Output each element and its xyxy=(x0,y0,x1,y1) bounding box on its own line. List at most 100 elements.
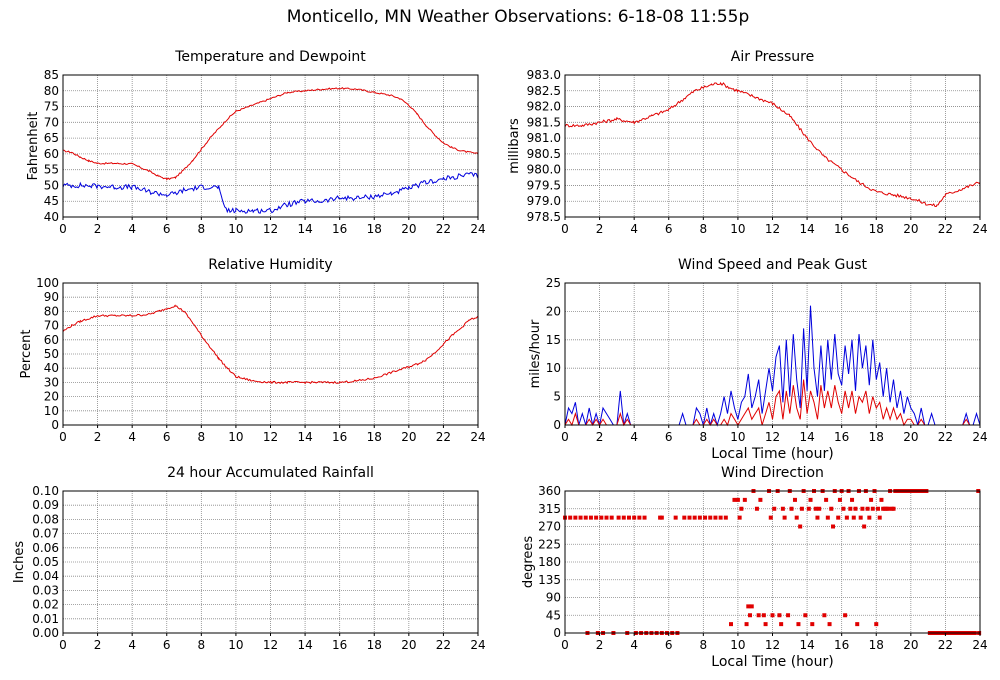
data-point xyxy=(862,524,867,529)
y-tick-label: 0.03 xyxy=(32,583,59,597)
y-tick-label: 40 xyxy=(44,361,59,375)
x-tick-label: 6 xyxy=(665,430,673,444)
data-point xyxy=(756,613,761,618)
data-point xyxy=(860,506,865,511)
data-point xyxy=(874,622,879,627)
x-tick-label: 18 xyxy=(367,430,382,444)
y-tick-label: 315 xyxy=(538,502,561,516)
x-tick-label: 12 xyxy=(765,430,780,444)
data-point xyxy=(616,515,621,520)
data-point xyxy=(632,515,637,520)
y-tick-label: 0.08 xyxy=(32,512,59,526)
x-tick-label: 22 xyxy=(436,222,451,236)
data-point xyxy=(786,613,791,618)
data-point xyxy=(808,497,813,502)
y-tick-label: 982.5 xyxy=(527,84,561,98)
x-tick-label: 14 xyxy=(297,638,312,652)
data-point xyxy=(829,506,834,511)
y-tick-label: 981.5 xyxy=(527,115,561,129)
data-point xyxy=(815,515,820,520)
data-point xyxy=(879,497,884,502)
data-point xyxy=(825,515,830,520)
x-tick-label: 20 xyxy=(401,638,416,652)
y-tick-label: 979.5 xyxy=(527,178,561,192)
x-tick-label: 12 xyxy=(263,222,278,236)
x-tick-label: 4 xyxy=(128,222,136,236)
grid-lines xyxy=(565,75,980,217)
x-axis-label: Local Time (hour) xyxy=(711,446,833,462)
data-point xyxy=(806,506,811,511)
x-tick-label: 4 xyxy=(630,638,638,652)
data-point xyxy=(599,515,604,520)
data-point xyxy=(869,497,874,502)
y-tick-label: 0.07 xyxy=(32,527,59,541)
x-tick-label: 16 xyxy=(332,222,347,236)
series-line xyxy=(62,172,479,214)
x-tick-label: 16 xyxy=(834,638,849,652)
y-tick-label: 65 xyxy=(44,131,59,145)
x-tick-label: 10 xyxy=(228,638,243,652)
data-point xyxy=(798,524,803,529)
y-tick-label: 60 xyxy=(44,147,59,161)
y-tick-label: 0.10 xyxy=(32,484,59,498)
data-point xyxy=(673,515,678,520)
y-axis-label: millibars xyxy=(507,118,522,174)
y-tick-label: 10 xyxy=(44,404,59,418)
x-tick-label: 14 xyxy=(297,430,312,444)
x-tick-label: 12 xyxy=(263,430,278,444)
y-tick-label: 30 xyxy=(44,375,59,389)
data-point xyxy=(841,506,846,511)
x-tick-label: 16 xyxy=(332,430,347,444)
data-point xyxy=(754,506,759,511)
x-tick-label: 2 xyxy=(94,430,102,444)
x-tick-label: 8 xyxy=(198,638,206,652)
x-tick-label: 2 xyxy=(94,222,102,236)
data-point xyxy=(748,613,753,618)
data-point xyxy=(844,515,849,520)
y-tick-label: 20 xyxy=(44,390,59,404)
x-tick-label: 12 xyxy=(765,222,780,236)
data-point xyxy=(703,515,708,520)
data-point xyxy=(609,515,614,520)
data-point xyxy=(594,515,599,520)
x-tick-label: 18 xyxy=(367,638,382,652)
x-tick-label: 22 xyxy=(938,430,953,444)
y-tick-label: 80 xyxy=(44,84,59,98)
x-tick-label: 24 xyxy=(470,222,485,236)
y-tick-label: 0 xyxy=(51,418,59,432)
x-tick-label: 24 xyxy=(972,638,987,652)
data-point xyxy=(831,524,836,529)
chart-title: 24 hour Accumulated Rainfall xyxy=(167,465,374,481)
data-point xyxy=(687,515,692,520)
x-tick-label: 0 xyxy=(59,430,67,444)
data-point xyxy=(739,506,744,511)
x-tick-label: 8 xyxy=(198,222,206,236)
y-tick-label: 20 xyxy=(546,304,561,318)
data-point xyxy=(604,515,609,520)
y-tick-label: 25 xyxy=(546,276,561,290)
data-point xyxy=(573,515,578,520)
data-point xyxy=(855,622,860,627)
x-tick-label: 20 xyxy=(903,430,918,444)
x-tick-label: 18 xyxy=(869,222,884,236)
y-tick-label: 10 xyxy=(546,361,561,375)
y-axis-label: Percent xyxy=(19,330,34,379)
y-tick-label: 50 xyxy=(44,178,59,192)
data-point xyxy=(810,622,815,627)
data-point xyxy=(708,515,713,520)
x-tick-label: 2 xyxy=(596,430,604,444)
y-tick-label: 180 xyxy=(538,555,561,569)
x-tick-label: 22 xyxy=(436,638,451,652)
data-point xyxy=(642,515,647,520)
data-point xyxy=(837,497,842,502)
data-point xyxy=(792,497,797,502)
x-tick-label: 10 xyxy=(730,430,745,444)
x-tick-label: 24 xyxy=(972,222,987,236)
y-tick-label: 0.00 xyxy=(32,626,59,640)
data-point xyxy=(637,515,642,520)
data-point xyxy=(817,506,822,511)
data-point xyxy=(777,613,782,618)
